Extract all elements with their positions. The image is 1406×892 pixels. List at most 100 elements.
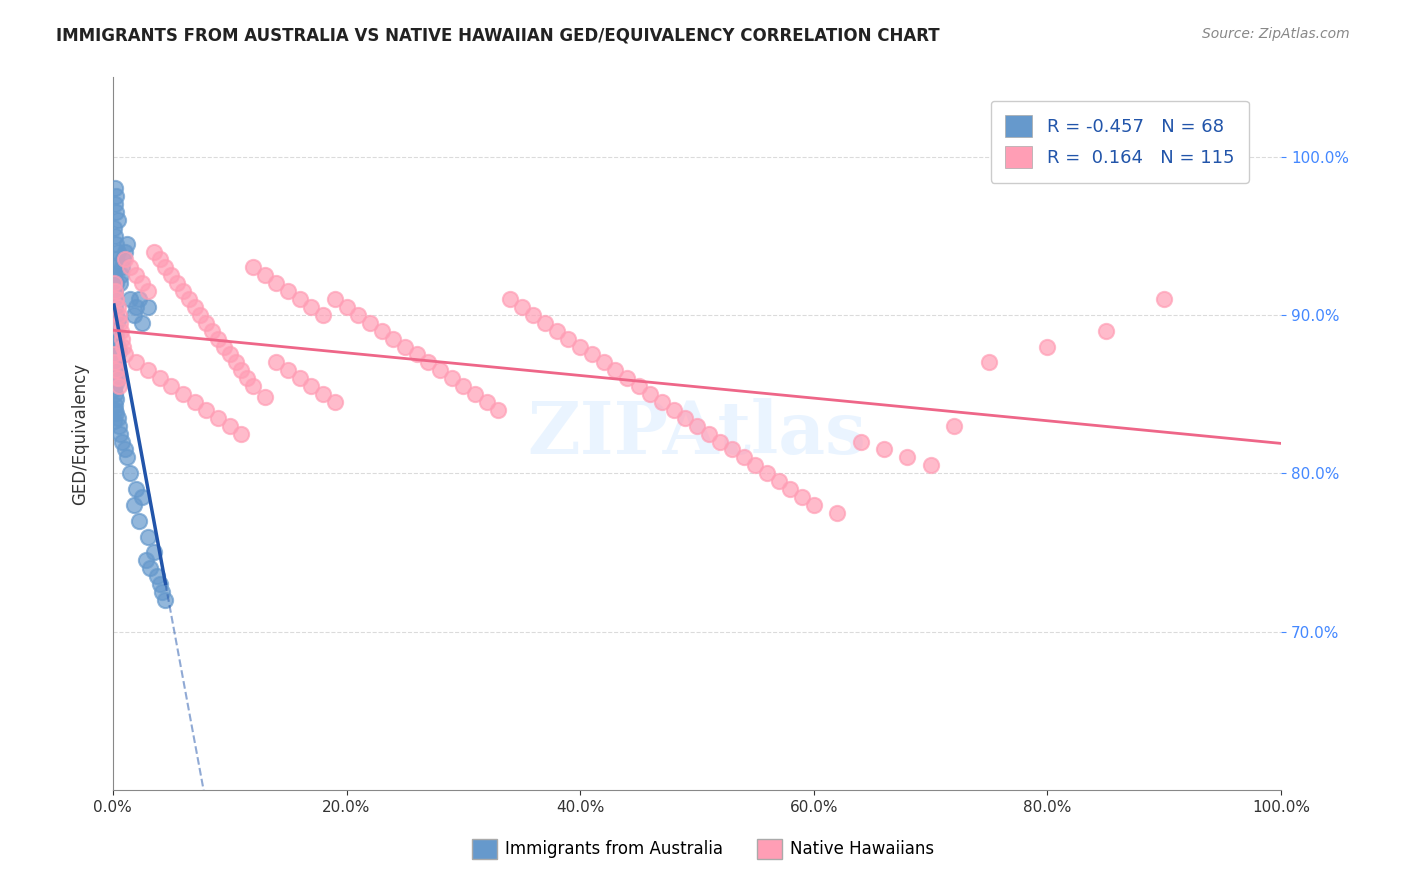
Point bbox=[638, 387, 661, 401]
Point bbox=[104, 228, 127, 243]
Point bbox=[125, 268, 148, 283]
Point bbox=[744, 458, 766, 473]
Point bbox=[105, 308, 128, 322]
Point bbox=[104, 181, 127, 195]
Point bbox=[605, 363, 627, 377]
Point bbox=[486, 403, 509, 417]
Point bbox=[103, 324, 125, 338]
Point bbox=[107, 410, 129, 425]
Point bbox=[111, 434, 134, 449]
Point bbox=[288, 292, 311, 306]
Point bbox=[920, 458, 942, 473]
Point bbox=[522, 308, 544, 322]
Point bbox=[135, 553, 157, 567]
Point bbox=[183, 395, 205, 409]
Point bbox=[662, 403, 685, 417]
Point bbox=[107, 244, 129, 259]
Point bbox=[103, 355, 125, 369]
Point bbox=[148, 371, 170, 385]
Point bbox=[105, 363, 128, 377]
Point bbox=[616, 371, 638, 385]
Point bbox=[825, 506, 848, 520]
Point bbox=[207, 410, 229, 425]
Point bbox=[125, 300, 148, 314]
Point bbox=[136, 530, 159, 544]
Point bbox=[104, 260, 127, 275]
Point bbox=[253, 268, 276, 283]
Point bbox=[104, 351, 127, 365]
Point bbox=[242, 260, 264, 275]
Point bbox=[107, 418, 129, 433]
Point bbox=[105, 328, 128, 343]
Point bbox=[115, 236, 138, 251]
Point bbox=[139, 561, 162, 575]
Point bbox=[104, 365, 127, 379]
Point bbox=[103, 382, 125, 396]
Point bbox=[1036, 340, 1059, 354]
Point bbox=[107, 379, 129, 393]
Point bbox=[231, 363, 253, 377]
Point bbox=[301, 379, 323, 393]
Point bbox=[103, 347, 125, 361]
Point bbox=[104, 284, 127, 298]
Point bbox=[107, 344, 129, 359]
Point bbox=[110, 268, 132, 283]
Point bbox=[103, 220, 125, 235]
Point bbox=[768, 474, 790, 488]
Point bbox=[207, 332, 229, 346]
Point bbox=[166, 277, 188, 291]
Point bbox=[177, 292, 200, 306]
Point bbox=[873, 442, 896, 457]
Point bbox=[105, 252, 128, 267]
Point bbox=[155, 592, 177, 607]
Point bbox=[107, 371, 129, 385]
Point bbox=[105, 236, 128, 251]
Point bbox=[108, 316, 131, 330]
Point bbox=[105, 277, 128, 291]
Point bbox=[146, 569, 169, 583]
Point bbox=[103, 414, 125, 428]
Point bbox=[114, 347, 136, 361]
Point bbox=[370, 324, 392, 338]
Point bbox=[104, 398, 127, 412]
Point bbox=[347, 308, 370, 322]
Point bbox=[943, 418, 966, 433]
Point bbox=[104, 284, 127, 298]
Point bbox=[120, 260, 142, 275]
Point bbox=[673, 410, 696, 425]
Point bbox=[201, 324, 224, 338]
Point bbox=[104, 387, 127, 401]
Point bbox=[733, 450, 755, 465]
Point bbox=[112, 340, 135, 354]
Point bbox=[172, 387, 194, 401]
Point bbox=[335, 300, 357, 314]
Point bbox=[160, 379, 183, 393]
Point bbox=[686, 418, 709, 433]
Point bbox=[108, 426, 131, 441]
Point bbox=[382, 332, 405, 346]
Point bbox=[108, 277, 131, 291]
Point bbox=[160, 268, 183, 283]
Point bbox=[136, 284, 159, 298]
Point bbox=[212, 340, 235, 354]
Point bbox=[453, 379, 475, 393]
Point bbox=[790, 490, 813, 504]
Point bbox=[510, 300, 533, 314]
Point bbox=[779, 482, 801, 496]
Point bbox=[142, 244, 165, 259]
Point bbox=[277, 284, 299, 298]
Point bbox=[218, 347, 240, 361]
Point bbox=[190, 308, 212, 322]
Point bbox=[142, 545, 165, 559]
Point bbox=[546, 324, 568, 338]
Point bbox=[288, 371, 311, 385]
Point bbox=[172, 284, 194, 298]
Point bbox=[803, 498, 825, 512]
Point bbox=[125, 482, 148, 496]
Point bbox=[107, 300, 129, 314]
Point bbox=[557, 332, 579, 346]
Point bbox=[125, 355, 148, 369]
Point bbox=[394, 340, 416, 354]
Point bbox=[581, 347, 603, 361]
Point bbox=[849, 434, 872, 449]
